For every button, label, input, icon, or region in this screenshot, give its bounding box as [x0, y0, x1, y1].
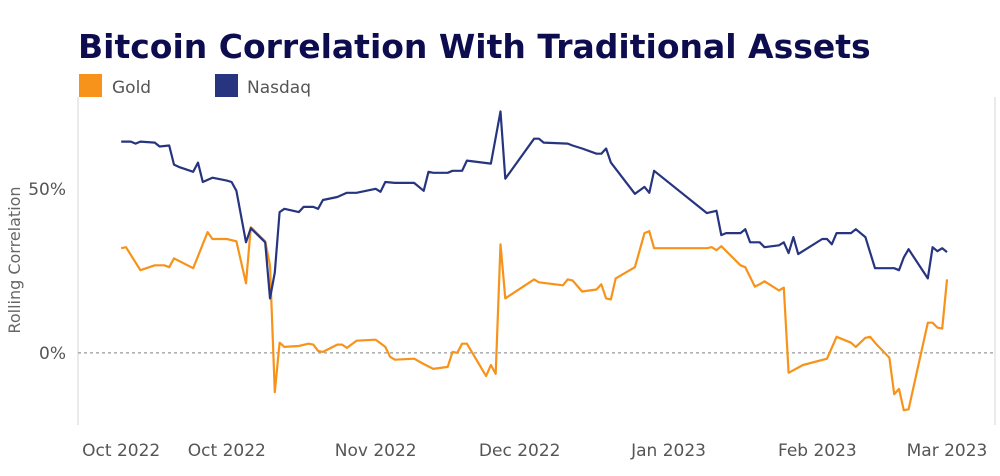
legend-swatch-gold — [79, 74, 102, 97]
y-axis-label: Rolling Correlation — [5, 186, 24, 333]
legend: Gold Nasdaq — [79, 74, 311, 98]
x-tick-label: Jan 2023 — [630, 441, 706, 461]
legend-label-gold: Gold — [112, 78, 151, 98]
x-tick-label: Nov 2022 — [335, 441, 417, 461]
nasdaq-line[interactable] — [121, 110, 948, 300]
legend-swatch-nasdaq — [215, 74, 238, 97]
x-tick-label: Mar 2023 — [907, 441, 988, 461]
legend-item-gold[interactable]: Gold — [79, 74, 151, 98]
x-ticks: Oct 2022 Oct 2022 Nov 2022 Dec 2022 Jan 2023… — [82, 441, 987, 461]
y-ticks: 0% 50% — [28, 180, 66, 364]
y-tick-label: 50% — [28, 180, 66, 200]
series-nasdaq — [121, 110, 948, 300]
x-tick-label: Dec 2022 — [479, 441, 561, 461]
x-tick-label: Oct 2022 — [82, 441, 160, 461]
x-tick-label: Oct 2022 — [188, 441, 266, 461]
chart-title: Bitcoin Correlation With Traditional Ass… — [78, 27, 871, 66]
legend-item-nasdaq[interactable]: Nasdaq — [215, 74, 311, 98]
x-tick-label: Feb 2023 — [778, 441, 857, 461]
gold-line[interactable] — [120, 226, 949, 412]
series-lines — [120, 110, 949, 412]
series-gold — [120, 226, 949, 412]
legend-label-nasdaq: Nasdaq — [247, 78, 311, 98]
y-tick-label: 0% — [39, 344, 66, 364]
